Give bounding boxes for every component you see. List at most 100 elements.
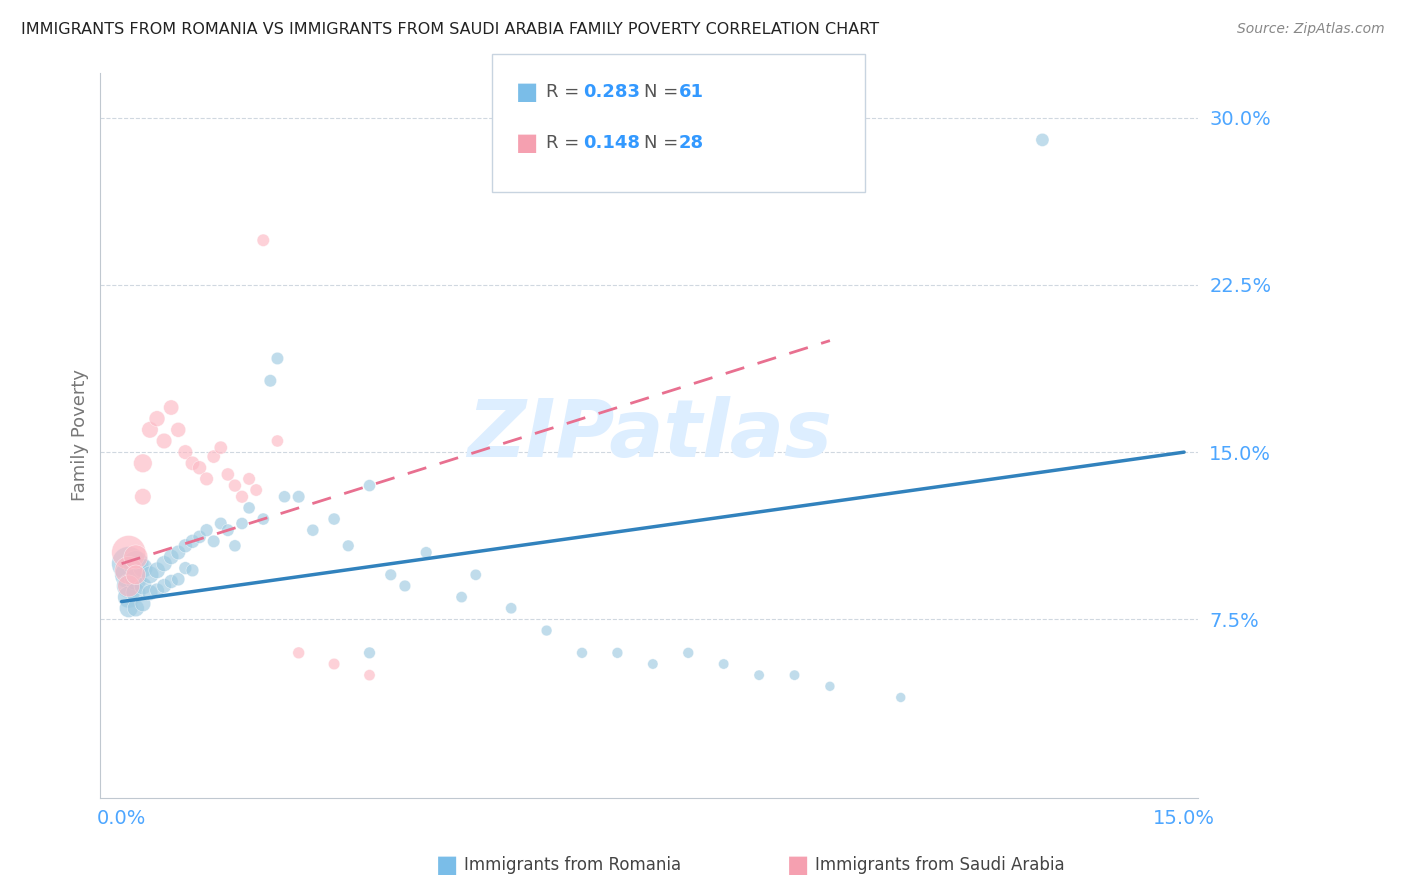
Point — [125, 572, 148, 586]
Text: IMMIGRANTS FROM ROMANIA VS IMMIGRANTS FROM SAUDI ARABIA FAMILY POVERTY CORRELATI: IMMIGRANTS FROM ROMANIA VS IMMIGRANTS FR… — [21, 22, 879, 37]
Point — [125, 557, 148, 571]
Point — [323, 657, 346, 671]
Point — [641, 657, 664, 671]
Point — [125, 601, 148, 615]
Text: Immigrants from Romania: Immigrants from Romania — [464, 856, 681, 874]
Point — [224, 539, 246, 553]
Text: Immigrants from Saudi Arabia: Immigrants from Saudi Arabia — [815, 856, 1066, 874]
Point — [188, 460, 211, 475]
Point — [167, 572, 190, 586]
Point — [450, 590, 472, 604]
Point — [323, 512, 346, 526]
Point — [118, 579, 141, 593]
Point — [464, 567, 486, 582]
Y-axis label: Family Poverty: Family Poverty — [72, 369, 89, 501]
Point — [139, 423, 162, 437]
Point — [238, 472, 260, 486]
Point — [536, 624, 558, 638]
Text: N =: N = — [644, 134, 683, 152]
Point — [394, 579, 416, 593]
Point — [160, 401, 183, 415]
Point — [181, 534, 204, 549]
Text: R =: R = — [546, 83, 585, 101]
Point — [174, 445, 197, 459]
Point — [174, 539, 197, 553]
Point — [125, 567, 148, 582]
Point — [118, 601, 141, 615]
Point — [238, 500, 260, 515]
Point — [209, 441, 232, 455]
Point — [167, 423, 190, 437]
Point — [132, 597, 155, 611]
Text: N =: N = — [644, 83, 683, 101]
Point — [209, 516, 232, 531]
Point — [132, 456, 155, 470]
Point — [259, 374, 281, 388]
Text: 0.148: 0.148 — [583, 134, 641, 152]
Text: Source: ZipAtlas.com: Source: ZipAtlas.com — [1237, 22, 1385, 37]
Point — [132, 490, 155, 504]
Point — [125, 549, 148, 564]
Point — [118, 567, 141, 582]
Point — [118, 590, 141, 604]
Point — [202, 450, 225, 464]
Text: ZIPatlas: ZIPatlas — [467, 396, 832, 475]
Point — [167, 545, 190, 559]
Point — [146, 563, 169, 577]
Text: 0.283: 0.283 — [583, 83, 641, 101]
Point — [252, 512, 274, 526]
Point — [252, 233, 274, 247]
Point — [266, 434, 288, 448]
Point — [160, 549, 183, 564]
Point — [606, 646, 628, 660]
Point — [174, 561, 197, 575]
Point — [195, 523, 218, 537]
Text: 28: 28 — [679, 134, 704, 152]
Point — [380, 567, 402, 582]
Point — [181, 563, 204, 577]
Point — [1031, 133, 1053, 147]
Point — [118, 563, 141, 577]
Point — [571, 646, 593, 660]
Text: ■: ■ — [516, 80, 538, 103]
Point — [231, 490, 253, 504]
Text: 61: 61 — [679, 83, 704, 101]
Point — [195, 472, 218, 486]
Point — [337, 539, 360, 553]
Text: ■: ■ — [787, 854, 810, 877]
Point — [501, 601, 523, 615]
Point — [153, 557, 176, 571]
Point — [188, 530, 211, 544]
Point — [359, 478, 381, 492]
Point — [118, 545, 141, 559]
Point — [415, 545, 437, 559]
Point — [748, 668, 770, 682]
Point — [266, 351, 288, 366]
Point — [231, 516, 253, 531]
Point — [678, 646, 700, 660]
Point — [146, 583, 169, 598]
Point — [181, 456, 204, 470]
Point — [125, 585, 148, 599]
Point — [139, 567, 162, 582]
Point — [287, 646, 309, 660]
Point — [224, 478, 246, 492]
Point — [245, 483, 267, 497]
Point — [287, 490, 309, 504]
Text: ■: ■ — [436, 854, 458, 877]
Point — [359, 646, 381, 660]
Point — [890, 690, 912, 705]
Point — [783, 668, 806, 682]
Point — [153, 579, 176, 593]
Point — [132, 561, 155, 575]
Point — [302, 523, 325, 537]
Point — [139, 585, 162, 599]
Point — [713, 657, 735, 671]
Point — [818, 679, 841, 693]
Point — [359, 668, 381, 682]
Point — [217, 467, 239, 482]
Point — [118, 557, 141, 571]
Point — [217, 523, 239, 537]
Point — [202, 534, 225, 549]
Point — [153, 434, 176, 448]
